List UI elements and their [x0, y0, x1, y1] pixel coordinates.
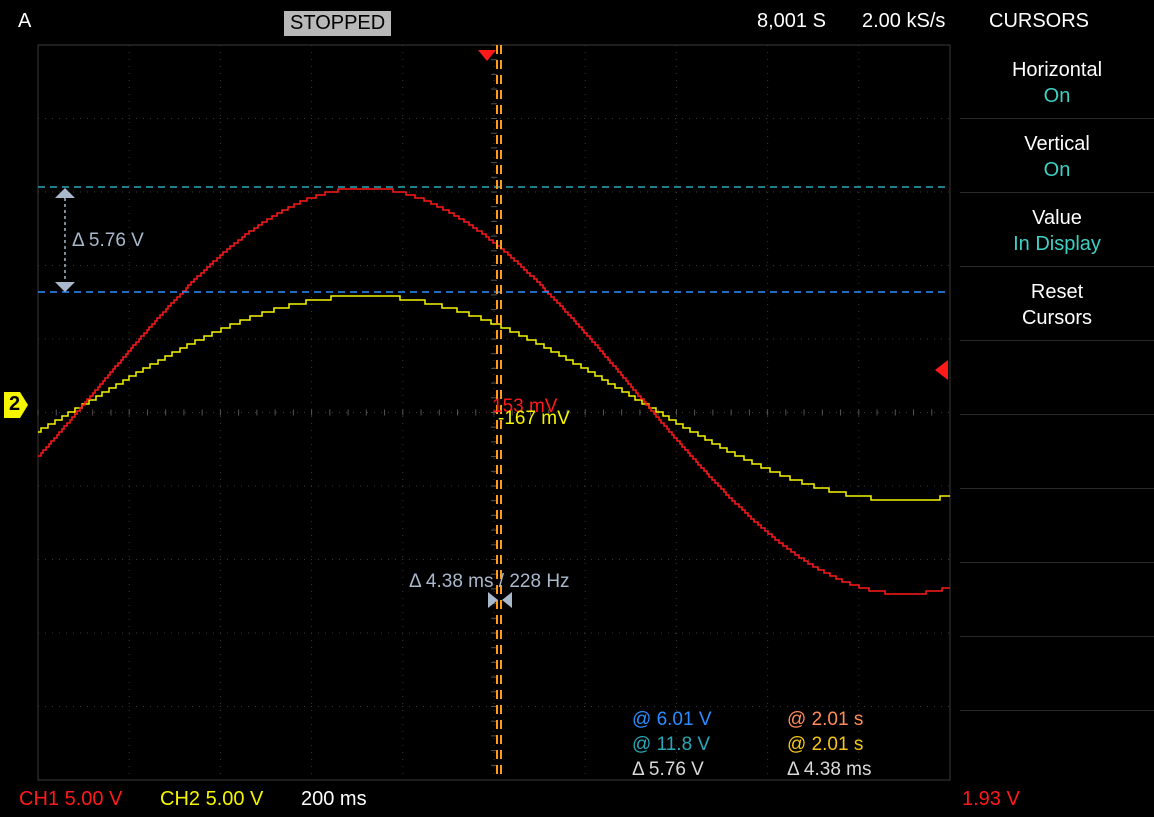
horizontal-delta-arrow	[488, 592, 512, 608]
menu-reset-subtitle: Cursors	[1021, 307, 1092, 329]
ch1-waveform	[38, 188, 950, 595]
trigger-mode-label: A	[18, 10, 32, 32]
cursor-b-voltage: @ 11.8 V	[632, 734, 711, 755]
menu-empty-slot-5[interactable]	[960, 637, 1154, 711]
menu-empty-slot-4[interactable]	[960, 563, 1154, 637]
voltage-delta: Δ 5.76 V	[632, 759, 704, 780]
cursor-b-time: @ 2.01 s	[787, 734, 864, 755]
menu-empty-slot-2[interactable]	[960, 415, 1154, 489]
acquisition-status-badge[interactable]: STOPPED	[284, 11, 392, 36]
vertical-delta-label: Δ 5.76 V	[72, 230, 144, 251]
ch1-cursor-value: 153 mV	[492, 396, 558, 417]
horizontal-delta-label: Δ 4.38 ms / 228 Hz	[409, 571, 570, 592]
sample-count-label: 8,001 S	[757, 10, 826, 32]
trigger-level-label[interactable]: 1.93 V	[962, 788, 1020, 810]
cursors-menu: Horizontal On Vertical On Value In Displ…	[960, 45, 1154, 780]
menu-value-button[interactable]: Value In Display	[960, 193, 1154, 267]
menu-vertical-title: Vertical	[1024, 133, 1090, 155]
menu-empty-slot-1[interactable]	[960, 341, 1154, 415]
timebase-label[interactable]: 200 ms	[301, 788, 367, 810]
cursor-a-time: @ 2.01 s	[787, 709, 864, 730]
waveform-display[interactable]	[0, 0, 960, 817]
sample-rate-label: 2.00 kS/s	[862, 10, 946, 32]
menu-title: CURSORS	[989, 10, 1090, 32]
ch2-scale-label[interactable]: CH2 5.00 V	[160, 788, 264, 810]
time-delta: Δ 4.38 ms	[787, 759, 872, 780]
trigger-level-icon[interactable]	[935, 360, 948, 380]
menu-horizontal-value: On	[1043, 85, 1071, 107]
menu-empty-slot-3[interactable]	[960, 489, 1154, 563]
menu-reset-title: Reset	[1030, 281, 1084, 303]
trigger-position-icon[interactable]	[478, 50, 496, 61]
menu-vertical-button[interactable]: Vertical On	[960, 119, 1154, 193]
ch1-scale-label[interactable]: CH1 5.00 V	[19, 788, 123, 810]
menu-horizontal-button[interactable]: Horizontal On	[960, 45, 1154, 119]
ch2-ground-marker[interactable]	[4, 392, 28, 418]
menu-vertical-value: On	[1043, 159, 1071, 181]
menu-value-title: Value	[1032, 207, 1082, 229]
menu-reset-cursors-button[interactable]: Reset Cursors	[960, 267, 1154, 341]
ch2-marker-label: 2	[9, 393, 21, 415]
menu-value-value: In Display	[1013, 233, 1101, 255]
cursor-a-voltage: @ 6.01 V	[632, 709, 712, 730]
ch2-cursor-value: -167 mV	[498, 408, 570, 429]
graticule-grid	[37, 44, 951, 781]
menu-horizontal-title: Horizontal	[1011, 59, 1103, 81]
vertical-delta-arrow	[55, 188, 75, 292]
